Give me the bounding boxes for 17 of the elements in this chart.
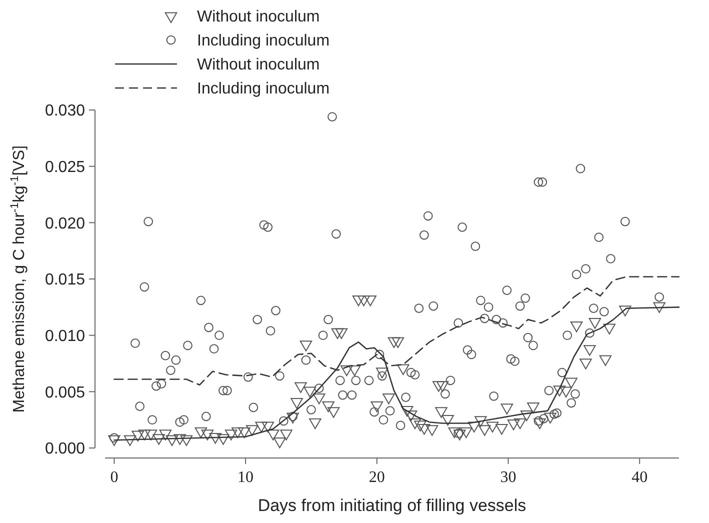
y-tick-label: 0.020: [44, 215, 86, 232]
x-tick-label: 40: [632, 469, 648, 486]
legend-label: Without inoculum: [197, 8, 320, 26]
legend-label: Including inoculum: [197, 80, 330, 98]
y-tick-label: 0.015: [44, 272, 86, 289]
y-tick-label: 0.025: [44, 158, 86, 176]
y-tick-label: 0.005: [44, 384, 86, 402]
legend-label: Without inoculum: [197, 56, 320, 74]
x-tick-label: 20: [368, 469, 385, 486]
legend-label: Including inoculum: [197, 32, 330, 50]
x-tick-label: 30: [500, 469, 516, 486]
y-tick-label: 0.030: [44, 102, 86, 120]
x-axis-title: Days from initiating of filling vessels: [258, 496, 526, 515]
x-tick-label: 10: [238, 469, 254, 486]
x-tick-label: 0: [110, 469, 118, 486]
y-tick-label: 0.000: [44, 440, 86, 458]
y-tick-label: 0.010: [44, 328, 86, 345]
